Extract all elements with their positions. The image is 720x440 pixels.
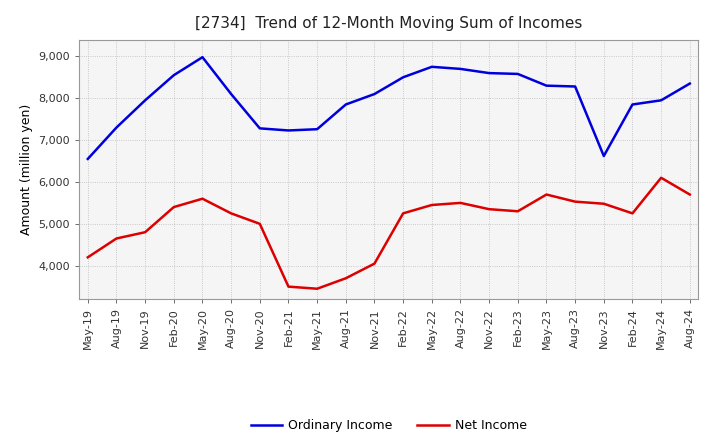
Ordinary Income — [428, 64, 436, 70]
Ordinary Income — [341, 102, 350, 107]
Ordinary Income — [169, 73, 178, 78]
Net Income — [84, 255, 92, 260]
Line: Net Income: Net Income — [88, 178, 690, 289]
Ordinary Income — [312, 127, 321, 132]
Net Income — [628, 211, 636, 216]
Ordinary Income — [112, 125, 121, 130]
Ordinary Income — [628, 102, 636, 107]
Net Income — [169, 205, 178, 210]
Net Income — [341, 275, 350, 281]
Net Income — [428, 202, 436, 208]
Net Income — [198, 196, 207, 202]
Ordinary Income — [141, 98, 150, 103]
Net Income — [227, 211, 235, 216]
Ordinary Income — [456, 66, 465, 72]
Net Income — [456, 200, 465, 205]
Ordinary Income — [227, 92, 235, 97]
Net Income — [112, 236, 121, 241]
Ordinary Income — [485, 70, 493, 76]
Ordinary Income — [542, 83, 551, 88]
Net Income — [256, 221, 264, 227]
Ordinary Income — [657, 98, 665, 103]
Ordinary Income — [198, 55, 207, 60]
Ordinary Income — [600, 154, 608, 159]
Net Income — [657, 175, 665, 180]
Ordinary Income — [513, 71, 522, 77]
Ordinary Income — [284, 128, 293, 133]
Ordinary Income — [571, 84, 580, 89]
Net Income — [284, 284, 293, 289]
Net Income — [571, 199, 580, 204]
Ordinary Income — [256, 126, 264, 131]
Y-axis label: Amount (million yen): Amount (million yen) — [20, 104, 33, 235]
Net Income — [399, 211, 408, 216]
Ordinary Income — [685, 81, 694, 86]
Net Income — [685, 192, 694, 197]
Legend: Ordinary Income, Net Income: Ordinary Income, Net Income — [246, 414, 532, 437]
Net Income — [542, 192, 551, 197]
Net Income — [370, 261, 379, 266]
Net Income — [141, 230, 150, 235]
Net Income — [312, 286, 321, 291]
Net Income — [513, 209, 522, 214]
Net Income — [600, 201, 608, 206]
Net Income — [485, 206, 493, 212]
Line: Ordinary Income: Ordinary Income — [88, 57, 690, 159]
Ordinary Income — [84, 156, 92, 161]
Ordinary Income — [399, 75, 408, 80]
Title: [2734]  Trend of 12-Month Moving Sum of Incomes: [2734] Trend of 12-Month Moving Sum of I… — [195, 16, 582, 32]
Ordinary Income — [370, 92, 379, 97]
